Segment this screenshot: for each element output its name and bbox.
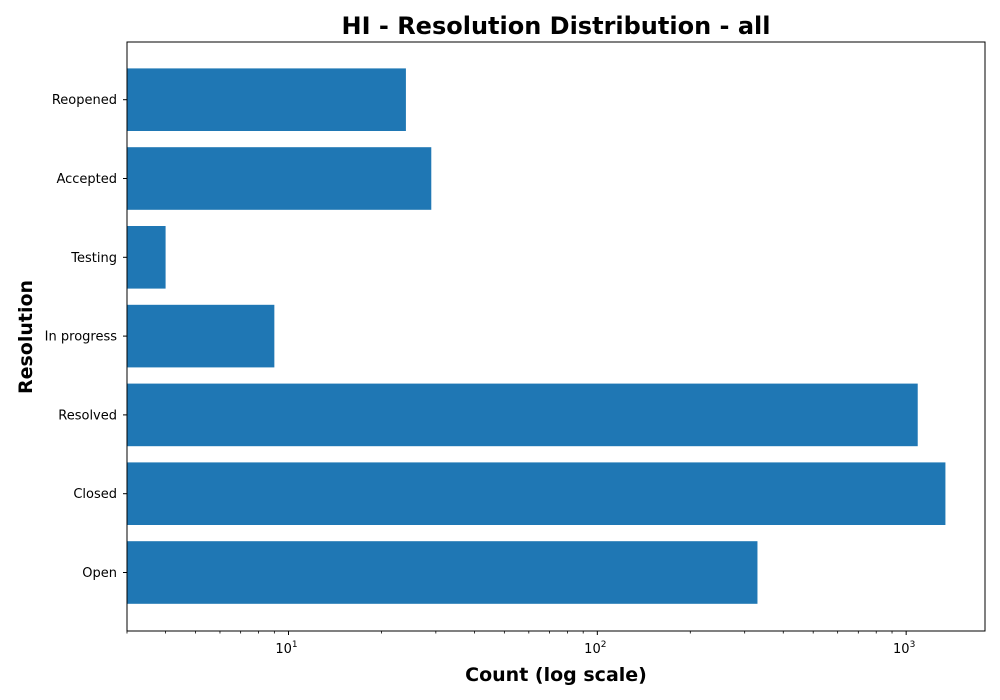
bars-group bbox=[127, 68, 945, 603]
x-tick-label: 103 bbox=[893, 640, 915, 657]
bar-resolved bbox=[127, 384, 918, 447]
bar-open bbox=[127, 541, 757, 604]
x-axis-label: Count (log scale) bbox=[465, 664, 647, 686]
bar-reopened bbox=[127, 68, 406, 131]
y-tick-label: Testing bbox=[70, 251, 117, 266]
y-tick-label: In progress bbox=[45, 330, 118, 345]
chart-title: HI - Resolution Distribution - all bbox=[342, 12, 771, 40]
y-tick-label: Accepted bbox=[56, 172, 117, 187]
y-tick-label: Reopened bbox=[52, 93, 117, 108]
x-tick-label: 101 bbox=[275, 640, 297, 657]
y-axis-label: Resolution bbox=[15, 280, 37, 394]
bar-testing bbox=[127, 226, 166, 289]
y-axis: Open Closed Resolved In progress Testing Acce… bbox=[45, 93, 127, 581]
y-tick-label: Resolved bbox=[58, 408, 117, 423]
x-tick-label: 102 bbox=[584, 640, 606, 657]
y-tick-label: Closed bbox=[73, 487, 117, 502]
bar-accepted bbox=[127, 147, 431, 210]
x-axis: 101 102 103 bbox=[127, 631, 915, 657]
y-tick-label: Open bbox=[82, 566, 117, 581]
bar-closed bbox=[127, 462, 945, 525]
bar-in-progress bbox=[127, 305, 274, 368]
